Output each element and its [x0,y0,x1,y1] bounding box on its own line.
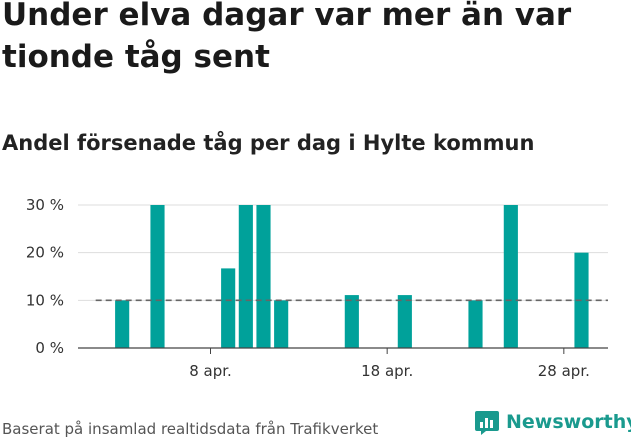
bar [503,205,518,348]
bar [344,295,359,348]
brand-name: Newsworthy [506,411,631,433]
brand-logo[interactable]: Newsworthy [474,408,631,436]
bar [468,300,483,348]
bars [115,205,589,348]
chart-subtitle: Andel försenade tåg per dag i Hylte komm… [2,131,535,155]
x-tick-label: 8 apr. [189,362,232,380]
bar [221,268,236,348]
headline: Under elva dagar var mer än var tionde t… [2,0,572,75]
bar [150,205,165,348]
y-tick-label: 30 % [26,196,64,214]
axes: 0 % 10 % 20 % 30 % 8 apr. 18 apr. 28 apr. [26,196,608,380]
x-tick-label: 28 apr. [538,362,590,380]
bar [256,205,271,348]
y-tick-label: 10 % [26,291,64,309]
source-note: Baserat på insamlad realtidsdata från Tr… [2,420,379,438]
bar [274,300,289,348]
bar [115,300,130,348]
y-tick-label: 20 % [26,244,64,262]
bar [238,205,253,348]
bar-chart: 0 % 10 % 20 % 30 % 8 apr. 18 apr. 28 apr. [26,196,608,380]
bar [397,295,412,348]
x-tick-label: 18 apr. [361,362,413,380]
y-tick-label: 0 % [35,339,64,357]
newsworthy-logo-icon [475,411,499,435]
